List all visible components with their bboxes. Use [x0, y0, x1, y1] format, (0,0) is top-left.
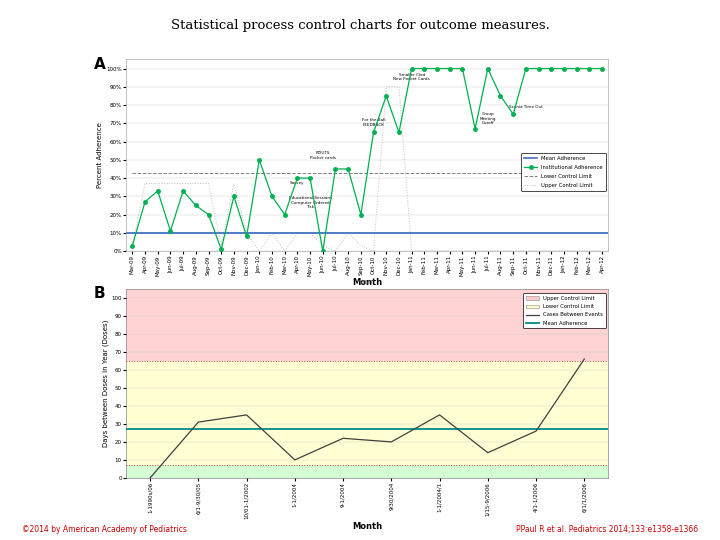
Bar: [126, 361, 608, 465]
Text: Smaller Clod
New Pocket Cards: Smaller Clod New Pocket Cards: [393, 73, 430, 82]
Bar: [126, 289, 608, 361]
Legend: Mean Adherence, Institutional Adherence, Lower Control Limit, Upper Control Limi: Mean Adherence, Institutional Adherence,…: [521, 153, 606, 191]
Y-axis label: Days between Doses in Year (Doses): Days between Doses in Year (Doses): [102, 320, 109, 447]
Text: Survey: Survey: [290, 181, 305, 185]
Text: Group
Meeting
Cutoff: Group Meeting Cutoff: [480, 112, 496, 125]
Text: ©2014 by American Academy of Pediatrics: ©2014 by American Academy of Pediatrics: [22, 524, 186, 534]
Y-axis label: Percent Adherence: Percent Adherence: [97, 123, 104, 188]
Text: PPaul R et al. Pediatrics 2014;133:e1358-e1366: PPaul R et al. Pediatrics 2014;133:e1358…: [516, 524, 698, 534]
Text: For the Bull
FEEDBACK: For the Bull FEEDBACK: [361, 118, 385, 127]
X-axis label: Month: Month: [352, 522, 382, 531]
Text: B: B: [94, 286, 105, 301]
Text: Scania Time Out: Scania Time Out: [509, 105, 543, 109]
Text: VISIT: VISIT: [359, 280, 375, 285]
Bar: [126, 465, 608, 478]
Legend: Upper Control Limit, Lower Control Limit, Cases Between Events, Mean Adherence: Upper Control Limit, Lower Control Limit…: [523, 293, 606, 328]
Text: Statistical process control charts for outcome measures.: Statistical process control charts for o…: [171, 19, 549, 32]
Text: PZIUTS
Pocket cards: PZIUTS Pocket cards: [310, 151, 336, 160]
Text: Educational Sessions
Computer Ordered
Tick: Educational Sessions Computer Ordered Ti…: [289, 196, 332, 209]
Text: A: A: [94, 57, 105, 72]
X-axis label: Month: Month: [352, 278, 382, 287]
